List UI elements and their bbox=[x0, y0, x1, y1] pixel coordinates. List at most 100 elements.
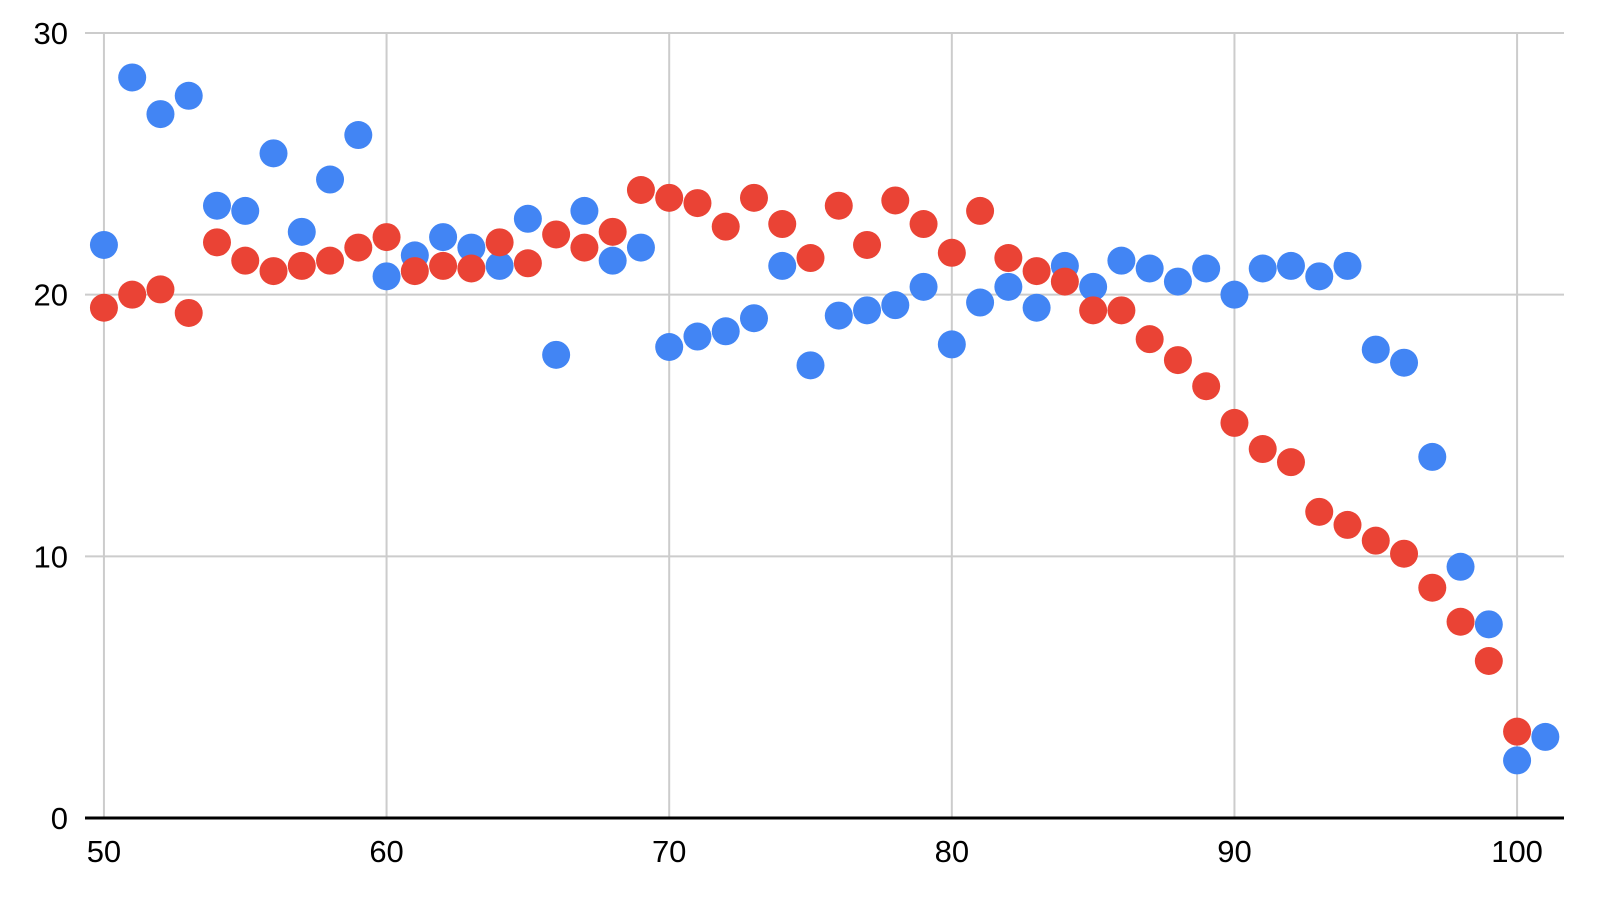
data-point-series-blue[interactable] bbox=[853, 296, 882, 325]
data-point-series-red[interactable] bbox=[1220, 408, 1249, 437]
data-point-series-red[interactable] bbox=[542, 220, 571, 249]
data-point-series-blue[interactable] bbox=[909, 272, 938, 301]
data-point-series-blue[interactable] bbox=[994, 272, 1023, 301]
data-point-series-red[interactable] bbox=[683, 189, 712, 218]
data-point-series-blue[interactable] bbox=[1361, 335, 1390, 364]
data-point-series-red[interactable] bbox=[1390, 539, 1419, 568]
data-point-series-red[interactable] bbox=[372, 223, 401, 252]
data-point-series-blue[interactable] bbox=[1446, 552, 1475, 581]
data-point-series-red[interactable] bbox=[174, 298, 203, 327]
data-point-series-red[interactable] bbox=[1361, 526, 1390, 555]
data-point-series-red[interactable] bbox=[1503, 717, 1532, 746]
data-point-series-red[interactable] bbox=[937, 238, 966, 267]
data-point-series-red[interactable] bbox=[287, 251, 316, 280]
data-point-series-red[interactable] bbox=[1192, 372, 1221, 401]
data-point-series-red[interactable] bbox=[796, 244, 825, 273]
data-point-series-red[interactable] bbox=[1474, 647, 1503, 675]
data-point-series-red[interactable] bbox=[146, 275, 175, 304]
data-point-series-blue[interactable] bbox=[1022, 293, 1051, 322]
data-point-series-blue[interactable] bbox=[1135, 254, 1164, 283]
data-point-series-blue[interactable] bbox=[1107, 246, 1136, 275]
data-point-series-red[interactable] bbox=[118, 280, 147, 309]
data-point-series-red[interactable] bbox=[909, 210, 938, 239]
data-point-series-blue[interactable] bbox=[231, 196, 260, 225]
data-point-series-blue[interactable] bbox=[598, 246, 627, 275]
data-point-series-red[interactable] bbox=[655, 183, 684, 212]
data-point-series-red[interactable] bbox=[1022, 257, 1051, 286]
data-point-series-blue[interactable] bbox=[1163, 267, 1192, 296]
data-point-series-red[interactable] bbox=[344, 233, 373, 262]
data-point-series-red[interactable] bbox=[400, 257, 429, 286]
data-point-series-blue[interactable] bbox=[1531, 722, 1560, 751]
data-point-series-red[interactable] bbox=[1079, 296, 1108, 325]
data-point-series-blue[interactable] bbox=[711, 317, 740, 346]
data-point-series-blue[interactable] bbox=[824, 301, 853, 330]
data-point-series-red[interactable] bbox=[994, 244, 1023, 273]
data-point-series-blue[interactable] bbox=[259, 139, 288, 168]
data-point-series-red[interactable] bbox=[485, 228, 514, 257]
data-point-series-red[interactable] bbox=[1446, 607, 1475, 636]
data-point-series-blue[interactable] bbox=[316, 165, 345, 194]
data-point-series-blue[interactable] bbox=[513, 204, 542, 233]
data-point-series-red[interactable] bbox=[513, 249, 542, 278]
data-point-series-red[interactable] bbox=[598, 217, 627, 246]
data-point-series-blue[interactable] bbox=[570, 196, 599, 225]
data-point-series-blue[interactable] bbox=[118, 63, 147, 92]
data-point-series-red[interactable] bbox=[1163, 346, 1192, 375]
data-point-series-red[interactable] bbox=[457, 254, 486, 283]
data-point-series-blue[interactable] bbox=[1079, 272, 1108, 301]
data-point-series-red[interactable] bbox=[881, 186, 910, 215]
data-point-series-blue[interactable] bbox=[429, 223, 458, 252]
data-point-series-red[interactable] bbox=[1333, 510, 1362, 539]
data-point-series-red[interactable] bbox=[1248, 435, 1277, 464]
data-point-series-blue[interactable] bbox=[1248, 254, 1277, 283]
data-point-series-red[interactable] bbox=[429, 251, 458, 280]
data-point-series-blue[interactable] bbox=[1220, 280, 1249, 309]
data-point-series-blue[interactable] bbox=[1503, 746, 1532, 775]
data-point-series-red[interactable] bbox=[259, 257, 288, 286]
data-point-series-blue[interactable] bbox=[89, 230, 118, 259]
data-point-series-blue[interactable] bbox=[655, 333, 684, 361]
data-point-series-blue[interactable] bbox=[768, 251, 797, 280]
data-point-series-red[interactable] bbox=[711, 212, 740, 241]
data-point-series-red[interactable] bbox=[1418, 573, 1447, 602]
data-point-series-blue[interactable] bbox=[881, 291, 910, 320]
data-point-series-blue[interactable] bbox=[1418, 442, 1447, 471]
data-point-series-red[interactable] bbox=[1305, 497, 1334, 526]
data-point-series-blue[interactable] bbox=[1333, 251, 1362, 280]
data-point-series-red[interactable] bbox=[89, 293, 118, 322]
data-point-series-red[interactable] bbox=[739, 183, 768, 212]
data-point-series-red[interactable] bbox=[853, 230, 882, 259]
data-point-series-red[interactable] bbox=[316, 246, 345, 275]
data-point-series-blue[interactable] bbox=[457, 233, 486, 262]
data-point-series-blue[interactable] bbox=[1474, 610, 1503, 639]
data-point-series-blue[interactable] bbox=[372, 262, 401, 291]
data-point-series-blue[interactable] bbox=[1192, 254, 1221, 283]
data-point-series-blue[interactable] bbox=[485, 251, 514, 280]
data-point-series-blue[interactable] bbox=[146, 100, 175, 129]
data-point-series-red[interactable] bbox=[1050, 267, 1079, 296]
data-point-series-red[interactable] bbox=[824, 191, 853, 220]
data-point-series-red[interactable] bbox=[202, 228, 231, 257]
data-point-series-blue[interactable] bbox=[542, 340, 571, 369]
data-point-series-blue[interactable] bbox=[202, 191, 231, 220]
data-point-series-red[interactable] bbox=[966, 196, 995, 225]
data-point-series-red[interactable] bbox=[231, 246, 260, 275]
data-point-series-blue[interactable] bbox=[937, 330, 966, 359]
data-point-series-blue[interactable] bbox=[796, 351, 825, 380]
data-point-series-blue[interactable] bbox=[344, 121, 373, 150]
data-point-series-blue[interactable] bbox=[1390, 348, 1419, 377]
data-point-series-blue[interactable] bbox=[966, 288, 995, 317]
data-point-series-blue[interactable] bbox=[287, 217, 316, 246]
data-point-series-blue[interactable] bbox=[174, 81, 203, 110]
data-point-series-red[interactable] bbox=[570, 233, 599, 262]
data-point-series-blue[interactable] bbox=[1276, 251, 1305, 280]
data-point-series-red[interactable] bbox=[1276, 448, 1305, 477]
data-point-series-blue[interactable] bbox=[683, 322, 712, 351]
data-point-series-red[interactable] bbox=[1107, 296, 1136, 325]
data-point-series-red[interactable] bbox=[626, 176, 655, 204]
data-point-series-red[interactable] bbox=[1135, 325, 1164, 354]
data-point-series-red[interactable] bbox=[768, 210, 797, 239]
data-point-series-blue[interactable] bbox=[1305, 262, 1334, 291]
data-point-series-blue[interactable] bbox=[626, 233, 655, 262]
